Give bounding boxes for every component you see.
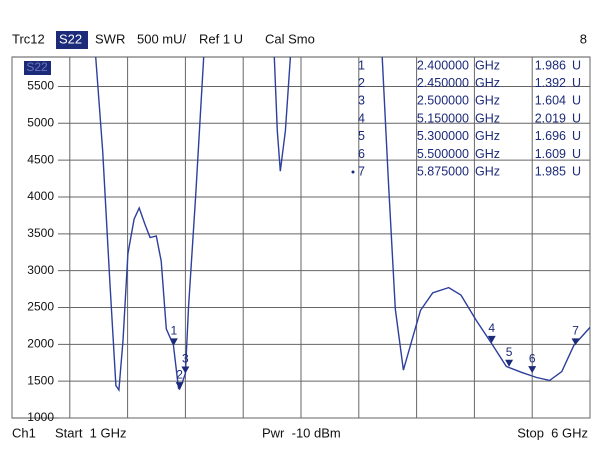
- index: 8: [580, 31, 587, 46]
- marker-label: 6: [529, 351, 536, 365]
- marker-label: 7: [572, 324, 579, 338]
- y-tick-label: 1500: [27, 373, 54, 387]
- frequency-unit: GHz: [475, 58, 500, 72]
- value-unit: U: [572, 164, 581, 178]
- frequency-unit: GHz: [475, 164, 500, 178]
- y-tick-label: 2000: [27, 336, 54, 350]
- marker-number: 6: [358, 147, 365, 161]
- marker-number: 2: [358, 76, 365, 90]
- marker-value: 1.604: [535, 94, 566, 108]
- frequency-unit: GHz: [475, 129, 500, 143]
- marker-value: 1.392: [535, 76, 566, 90]
- marker-label: 3: [182, 352, 189, 366]
- scale: 500 mU/: [137, 31, 187, 46]
- value-unit: U: [572, 58, 581, 72]
- marker-label: 1: [170, 324, 177, 338]
- value-unit: U: [572, 76, 581, 90]
- marker-number: 7: [358, 164, 365, 178]
- marker-number: 5: [358, 129, 365, 143]
- value-unit: U: [572, 129, 581, 143]
- marker-value: 1.696: [535, 129, 566, 143]
- marker: [181, 366, 190, 374]
- marker: [528, 366, 537, 374]
- channel: Ch1: [12, 425, 36, 440]
- active-marker-dot: [351, 170, 355, 174]
- y-tick-label: 2500: [27, 300, 54, 314]
- y-tick-label: 4500: [27, 152, 54, 166]
- y-tick-label: 5000: [27, 115, 54, 129]
- y-tick-label: 4000: [27, 189, 54, 203]
- marker: [571, 338, 580, 346]
- y-tick-label: 5500: [27, 79, 54, 93]
- frequency-unit: GHz: [475, 94, 500, 108]
- marker: [487, 335, 496, 343]
- marker-value: 1.986: [535, 58, 566, 72]
- marker-value: 1.609: [535, 147, 566, 161]
- start: Start 1 GHz: [55, 425, 127, 440]
- trace-name: Trc12: [12, 31, 45, 46]
- frequency-unit: GHz: [475, 76, 500, 90]
- y-tick-label: 3000: [27, 263, 54, 277]
- marker-frequency: 2.500000: [417, 94, 469, 108]
- y-tick-label: 1000: [27, 410, 54, 424]
- marker-number: 4: [358, 111, 365, 125]
- frequency-unit: GHz: [475, 111, 500, 125]
- marker-number: 1: [358, 58, 365, 72]
- marker-value: 1.985: [535, 164, 566, 178]
- marker-label: 4: [488, 321, 495, 335]
- trace: [95, 57, 590, 393]
- marker-frequency: 2.400000: [417, 58, 469, 72]
- marker-frequency: 5.500000: [417, 147, 469, 161]
- ref: Ref 1 U: [199, 31, 243, 46]
- value-unit: U: [572, 94, 581, 108]
- marker-label: 2: [176, 367, 183, 381]
- marker-frequency: 5.150000: [417, 111, 469, 125]
- format: SWR: [95, 31, 125, 46]
- frequency-unit: GHz: [475, 147, 500, 161]
- trace-label-box: [24, 61, 51, 75]
- param-box: [56, 31, 88, 49]
- cal: Cal Smo: [265, 31, 315, 46]
- marker-frequency: 2.450000: [417, 76, 469, 90]
- trace-label: S22: [26, 60, 48, 74]
- stop: Stop 6 GHz: [517, 425, 588, 440]
- marker-value: 2.019: [535, 111, 566, 125]
- value-unit: U: [572, 111, 581, 125]
- marker: [505, 359, 514, 367]
- power: Pwr -10 dBm: [262, 425, 341, 440]
- marker-number: 3: [358, 94, 365, 108]
- marker-frequency: 5.875000: [417, 164, 469, 178]
- y-tick-label: 3500: [27, 226, 54, 240]
- marker-label: 5: [506, 345, 513, 359]
- marker: [169, 338, 178, 346]
- param: S22: [59, 31, 82, 46]
- marker-frequency: 5.300000: [417, 129, 469, 143]
- value-unit: U: [572, 147, 581, 161]
- plot-area: [95, 57, 590, 393]
- marker: [175, 382, 184, 390]
